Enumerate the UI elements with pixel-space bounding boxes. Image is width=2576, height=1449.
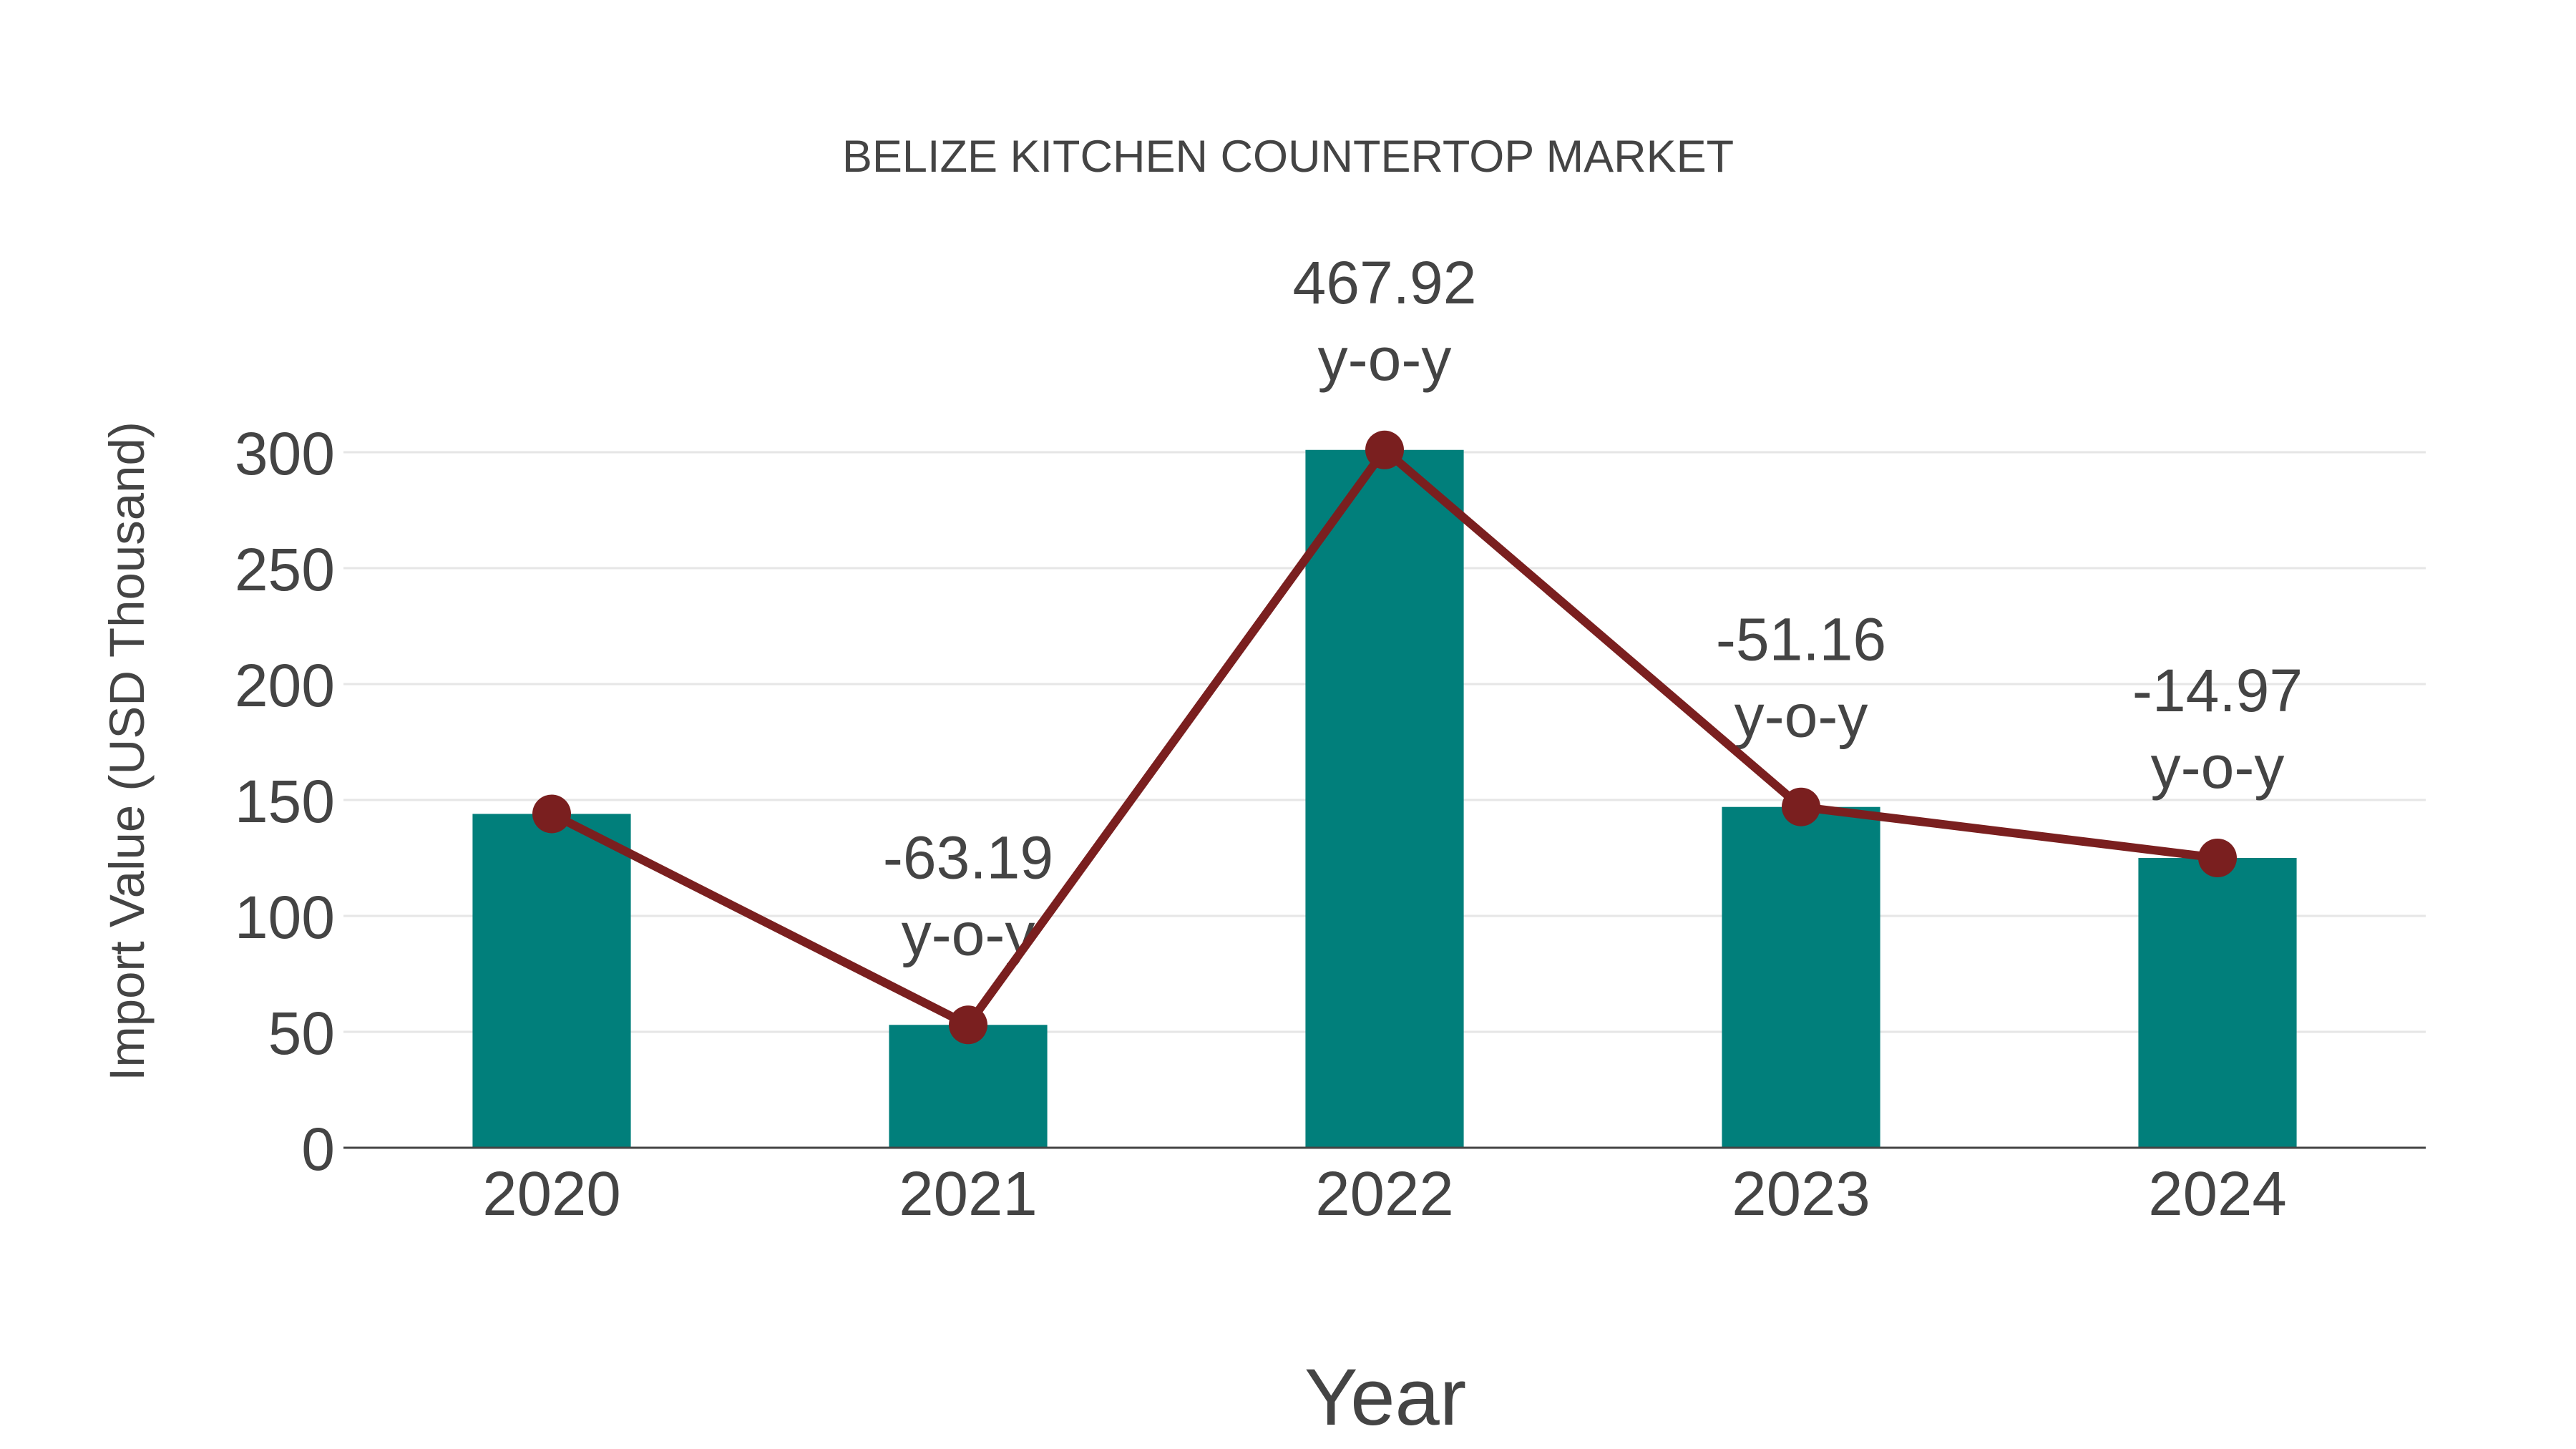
x-tick-label: 2020 — [482, 1159, 621, 1229]
x-tick-label: 2024 — [2148, 1159, 2287, 1229]
yoy-annotation-2024: -14.97 y-o-y — [2132, 657, 2303, 801]
y-tick-label: 0 — [301, 1116, 335, 1183]
yoy-label: y-o-y — [2151, 733, 2285, 801]
marker-2022 — [1365, 430, 1404, 469]
bar-2023 — [1722, 806, 1880, 1148]
bar-2022 — [1305, 449, 1464, 1148]
y-tick-label: 250 — [235, 536, 335, 603]
yoy-value: -63.19 — [883, 824, 1053, 891]
marker-2020 — [532, 794, 571, 834]
y-tick-label: 300 — [235, 420, 335, 487]
yoy-value: -14.97 — [2132, 657, 2303, 724]
x-tick-label: 2023 — [1732, 1159, 1870, 1229]
y-axis-ticks: 0 50 100 150 200 250 300 — [235, 420, 335, 1183]
bar-2024 — [2138, 858, 2297, 1148]
marker-2023 — [1782, 787, 1820, 826]
y-tick-label: 200 — [235, 652, 335, 719]
x-axis-ticks: 2020 2021 2022 2023 2024 — [482, 1159, 2287, 1229]
x-axis-title: Year — [1304, 1352, 1466, 1442]
yoy-value: -51.16 — [1716, 606, 1886, 673]
marker-2021 — [949, 1005, 987, 1045]
x-tick-label: 2022 — [1315, 1159, 1454, 1229]
trend-line — [532, 430, 2237, 1045]
bar-2020 — [472, 814, 631, 1148]
x-tick-label: 2021 — [899, 1159, 1038, 1229]
bar-2021 — [889, 1025, 1048, 1148]
y-axis-title: Import Value (USD Thousand) — [99, 421, 155, 1081]
yoy-annotation-2023: -51.16 y-o-y — [1716, 606, 1886, 750]
y-tick-label: 50 — [268, 1000, 335, 1067]
yoy-label: y-o-y — [1318, 326, 1452, 393]
chart-title: BELIZE KITCHEN COUNTERTOP MARKET — [842, 132, 1734, 182]
yoy-label: y-o-y — [1735, 683, 1868, 750]
y-tick-label: 150 — [235, 768, 335, 835]
yoy-annotation-2022: 467.92 y-o-y — [1293, 249, 1477, 393]
yoy-value: 467.92 — [1293, 249, 1477, 316]
marker-2024 — [2198, 839, 2237, 877]
bars — [472, 449, 2297, 1148]
y-tick-label: 100 — [235, 884, 335, 951]
